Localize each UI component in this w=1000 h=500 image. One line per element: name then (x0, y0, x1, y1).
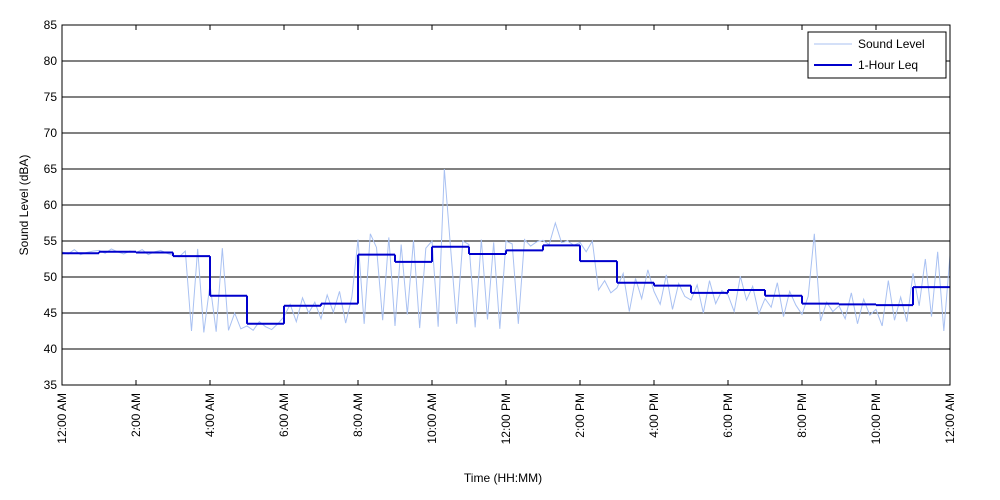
y-tick-label: 80 (44, 54, 58, 68)
x-tick-label: 4:00 PM (647, 393, 661, 438)
x-tick-label: 6:00 AM (277, 393, 291, 437)
x-tick-label: 6:00 PM (721, 393, 735, 438)
x-tick-label: 12:00 AM (55, 393, 69, 444)
x-tick-label: 2:00 PM (573, 393, 587, 438)
legend-label: Sound Level (858, 37, 925, 51)
y-tick-label: 60 (44, 198, 58, 212)
y-axis-label: Sound Level (dBA) (17, 155, 31, 256)
y-tick-label: 40 (44, 342, 58, 356)
x-tick-label: 10:00 AM (425, 393, 439, 444)
y-tick-label: 75 (44, 90, 58, 104)
y-tick-label: 70 (44, 126, 58, 140)
y-tick-label: 65 (44, 162, 58, 176)
x-tick-label: 4:00 AM (203, 393, 217, 437)
x-tick-label: 12:00 AM (943, 393, 957, 444)
legend-label: 1-Hour Leq (858, 58, 918, 72)
y-tick-label: 85 (44, 18, 58, 32)
x-axis-label: Time (HH:MM) (464, 471, 542, 485)
y-tick-label: 55 (44, 234, 58, 248)
axes: 35 40 45 50 55 60 65 70 75 80 85 12:00 AM 2:00 AM 4:0… (44, 18, 957, 444)
x-tick-label: 10:00 PM (869, 393, 883, 444)
y-tick-label: 45 (44, 306, 58, 320)
y-tick-label: 50 (44, 270, 58, 284)
x-tick-label: 2:00 AM (129, 393, 143, 437)
x-tick-label: 8:00 AM (351, 393, 365, 437)
x-tick-label: 12:00 PM (499, 393, 513, 444)
x-tick-label: 8:00 PM (795, 393, 809, 438)
y-tick-label: 35 (44, 378, 58, 392)
legend: Sound Level 1-Hour Leq (807, 31, 947, 79)
legend-box (807, 31, 947, 79)
plot (61, 168, 951, 333)
